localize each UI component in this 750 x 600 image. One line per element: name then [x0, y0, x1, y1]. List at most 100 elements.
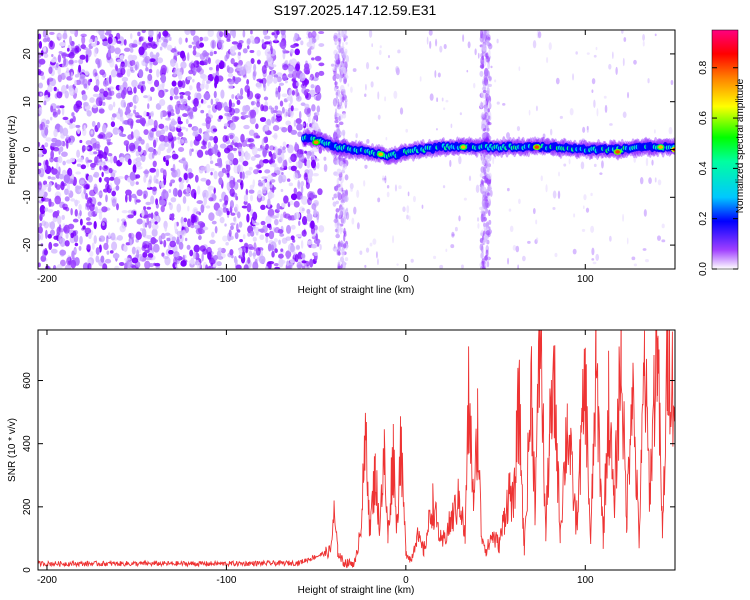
noise-speckle — [224, 113, 230, 117]
noise-speckle — [166, 160, 169, 166]
noise-speckle — [109, 86, 114, 90]
noise-speckle — [56, 33, 62, 37]
noise-speckle — [536, 106, 538, 112]
noise-speckle — [300, 73, 306, 81]
noise-streak — [336, 74, 340, 80]
noise-speckle — [164, 226, 167, 232]
noise-speckle — [85, 193, 88, 200]
noise-speckle — [124, 48, 131, 52]
noise-speckle — [110, 233, 115, 241]
noise-speckle — [69, 123, 76, 128]
noise-speckle — [147, 182, 150, 188]
noise-speckle — [243, 30, 246, 37]
noise-speckle — [271, 32, 274, 35]
noise-speckle — [662, 224, 665, 229]
noise-speckle — [68, 224, 75, 230]
noise-speckle — [348, 83, 350, 86]
noise-speckle — [180, 95, 184, 99]
noise-speckle — [291, 235, 295, 240]
noise-speckle — [53, 243, 58, 247]
noise-speckle — [232, 41, 238, 44]
noise-speckle — [253, 242, 256, 251]
noise-speckle — [341, 68, 344, 72]
noise-speckle — [136, 96, 138, 103]
noise-speckle — [597, 108, 599, 116]
noise-speckle — [480, 211, 483, 214]
noise-speckle — [185, 140, 188, 143]
noise-speckle — [68, 52, 74, 59]
noise-speckle — [70, 179, 74, 185]
noise-speckle — [247, 203, 252, 212]
noise-speckle — [139, 36, 143, 41]
noise-speckle — [59, 126, 63, 134]
noise-speckle — [312, 42, 316, 50]
noise-speckle — [331, 64, 335, 67]
noise-speckle — [242, 171, 245, 179]
noise-speckle — [558, 191, 560, 199]
noise-speckle — [82, 79, 88, 87]
x-tick-label: 100 — [577, 575, 594, 586]
noise-speckle — [201, 253, 203, 262]
noise-speckle — [627, 92, 629, 98]
noise-speckle — [257, 59, 261, 64]
noise-speckle — [79, 246, 82, 251]
noise-speckle — [299, 154, 305, 162]
noise-speckle — [365, 84, 367, 91]
x-tick-label: 100 — [577, 274, 594, 285]
noise-speckle — [285, 80, 288, 83]
noise-speckle — [193, 50, 197, 56]
noise-speckle — [550, 129, 552, 136]
noise-speckle — [427, 37, 429, 45]
noise-speckle — [191, 148, 194, 151]
noise-speckle — [61, 215, 65, 220]
noise-speckle — [286, 225, 291, 234]
noise-streak — [334, 65, 336, 71]
noise-speckle — [300, 195, 303, 199]
noise-speckle — [306, 213, 312, 222]
noise-speckle — [184, 218, 188, 223]
noise-speckle — [103, 91, 108, 98]
noise-streak — [345, 174, 349, 180]
noise-speckle — [485, 201, 487, 209]
noise-speckle — [94, 184, 98, 192]
noise-speckle — [152, 229, 158, 237]
noise-speckle — [266, 181, 270, 190]
noise-speckle — [89, 79, 92, 83]
noise-streak — [333, 219, 338, 224]
noise-speckle — [206, 120, 211, 129]
noise-speckle — [143, 244, 150, 248]
noise-speckle — [187, 218, 191, 227]
noise-speckle — [464, 198, 467, 201]
noise-streak — [482, 56, 484, 61]
noise-speckle — [380, 45, 382, 48]
noise-speckle — [153, 244, 160, 253]
noise-speckle — [279, 83, 284, 86]
noise-speckle — [156, 168, 159, 177]
noise-speckle — [149, 69, 152, 73]
noise-speckle — [237, 164, 240, 172]
noise-speckle — [100, 256, 104, 263]
noise-speckle — [208, 197, 213, 201]
noise-streak — [488, 220, 491, 225]
noise-streak — [339, 94, 343, 97]
noise-speckle — [41, 198, 44, 202]
noise-speckle — [183, 255, 186, 259]
noise-speckle — [127, 214, 134, 218]
noise-speckle — [157, 57, 164, 63]
noise-speckle — [462, 34, 464, 42]
noise-speckle — [269, 231, 274, 239]
noise-speckle — [295, 88, 298, 97]
noise-speckle — [283, 141, 287, 147]
noise-speckle — [594, 164, 597, 167]
noise-speckle — [143, 170, 149, 174]
noise-speckle — [48, 67, 52, 74]
noise-speckle — [131, 265, 136, 268]
noise-speckle — [230, 225, 234, 230]
noise-speckle — [81, 164, 86, 169]
noise-speckle — [658, 179, 662, 185]
noise-speckle — [213, 128, 217, 132]
noise-speckle — [161, 252, 164, 256]
noise-speckle — [306, 159, 310, 168]
noise-speckle — [359, 251, 362, 255]
noise-speckle — [48, 41, 54, 50]
